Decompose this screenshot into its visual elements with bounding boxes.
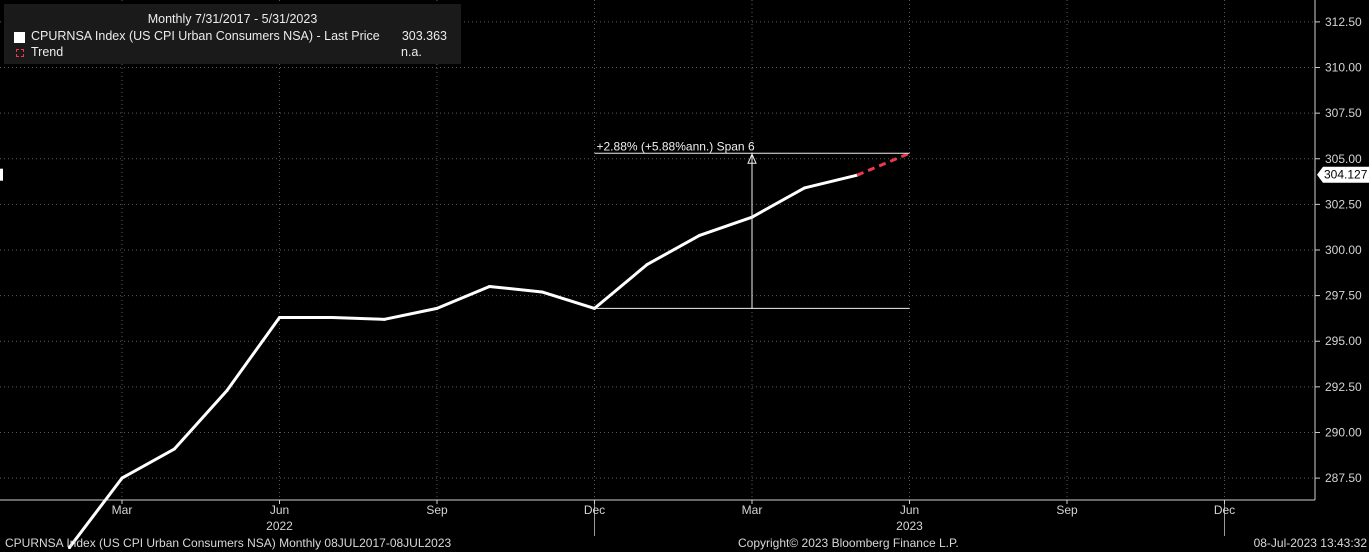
data-point-2022-08 xyxy=(383,317,386,321)
legend-trend-row: Trend n.a. xyxy=(14,45,447,61)
y-tick-label: 297.50 xyxy=(1325,289,1362,303)
span-annotation-label: +2.88% (+5.88%ann.) Span 6 xyxy=(597,139,755,153)
x-tick-label: Mar xyxy=(112,503,133,517)
grid-layer xyxy=(0,0,1315,500)
legend-series-label: CPURNSA Index (US CPI Urban Consumers NS… xyxy=(31,29,380,43)
x-axis-ticks: MarJunSepDecMarJunSepDec202220232024 xyxy=(112,500,1369,533)
span-arrowhead-icon xyxy=(747,153,757,164)
data-point-2023-01 xyxy=(645,263,649,267)
y-tick-label: 302.50 xyxy=(1325,197,1362,211)
x-tick-label: Sep xyxy=(1056,503,1078,517)
data-point-2022-03 xyxy=(120,476,124,480)
x-tick-label: Jun xyxy=(270,503,289,517)
series-line-cpi xyxy=(68,173,859,549)
x-tick-label: Jun xyxy=(900,503,919,517)
y-tick-label: 287.50 xyxy=(1325,471,1362,485)
data-point-2022-09 xyxy=(435,306,439,310)
footer-copyright: Copyright© 2023 Bloomberg Finance L.P. xyxy=(738,536,959,550)
y-tick-label: 290.00 xyxy=(1325,425,1362,439)
legend-trend-value: n.a. xyxy=(401,45,422,59)
data-point-2023-04 xyxy=(803,186,806,190)
y-tick-label: 310.00 xyxy=(1325,61,1362,75)
x-year-label: 2023 xyxy=(896,519,923,533)
legend-series-row: CPURNSA Index (US CPI Urban Consumers NS… xyxy=(14,29,447,45)
last-value-badge xyxy=(1317,166,1369,183)
y-tick-label: 305.00 xyxy=(1325,152,1362,166)
span-annotation: +2.88% (+5.88%ann.) Span 6 xyxy=(594,139,910,309)
year-separators xyxy=(594,500,1225,536)
data-point-2023-02 xyxy=(698,233,701,237)
y-tick-label: 312.50 xyxy=(1325,15,1362,29)
last-value-label: 304.127 xyxy=(1324,168,1368,182)
legend-box: Monthly 7/31/2017 - 5/31/2023 CPURNSA In… xyxy=(4,4,461,64)
series-line-trend xyxy=(856,151,911,177)
trend-swatch-icon xyxy=(16,49,24,57)
y-tick-label: 307.50 xyxy=(1325,106,1362,120)
series-layer xyxy=(68,151,911,549)
legend-series-value: 303.363 xyxy=(401,29,447,43)
footer-series-info: CPURNSA Index (US CPI Urban Consumers NS… xyxy=(5,536,452,550)
left-edge-marker xyxy=(0,168,3,181)
footer-timestamp: 08-Jul-2023 13:43:32 xyxy=(1253,536,1367,550)
x-year-label: 2022 xyxy=(266,519,293,533)
data-point-2022-05 xyxy=(225,389,229,393)
data-point-2022-11 xyxy=(540,290,544,294)
x-tick-label: Mar xyxy=(742,503,763,517)
series-swatch-icon xyxy=(14,32,25,43)
legend-period: Monthly 7/31/2017 - 5/31/2023 xyxy=(147,12,318,26)
x-tick-label: Dec xyxy=(1214,503,1235,517)
data-point-2022-10 xyxy=(488,284,491,288)
x-tick-label: Dec xyxy=(584,503,605,517)
y-tick-label: 292.50 xyxy=(1325,380,1362,394)
data-point-2022-06 xyxy=(278,316,281,320)
legend-trend-label: Trend xyxy=(31,45,64,59)
data-point-2022-07 xyxy=(330,316,334,320)
data-point-2022-04 xyxy=(173,447,176,451)
x-tick-label: Sep xyxy=(426,503,448,517)
last-value-badge-layer: 304.127 xyxy=(0,166,1369,183)
data-point-2022-02 xyxy=(68,545,71,549)
footer-bar: CPURNSA Index (US CPI Urban Consumers NS… xyxy=(0,536,1369,552)
y-tick-label: 295.00 xyxy=(1325,334,1362,348)
y-tick-label: 300.00 xyxy=(1325,243,1362,257)
y-axis-ticks: 287.50 290.00 292.50 295.00 297.50 300.00 302.… xyxy=(1315,15,1362,485)
